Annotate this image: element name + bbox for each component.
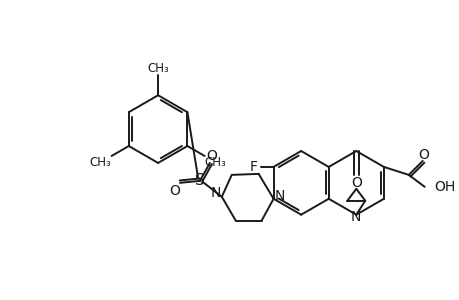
Text: S: S bbox=[195, 173, 204, 188]
Text: CH₃: CH₃ bbox=[90, 156, 112, 169]
Text: CH₃: CH₃ bbox=[147, 62, 168, 75]
Text: N: N bbox=[274, 189, 284, 203]
Text: OH: OH bbox=[434, 180, 455, 194]
Text: N: N bbox=[349, 210, 360, 224]
Text: F: F bbox=[249, 160, 257, 174]
Text: N: N bbox=[210, 186, 220, 200]
Text: O: O bbox=[417, 148, 428, 162]
Text: O: O bbox=[206, 149, 217, 163]
Text: O: O bbox=[350, 176, 361, 190]
Text: O: O bbox=[169, 184, 180, 198]
Text: CH₃: CH₃ bbox=[204, 156, 226, 169]
